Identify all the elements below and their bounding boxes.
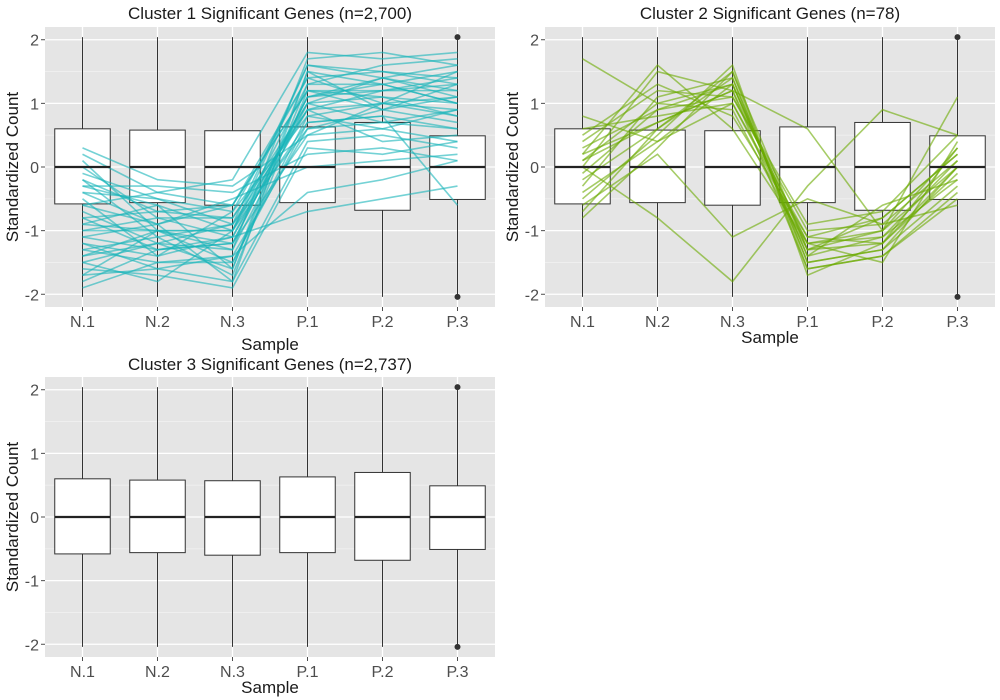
chart-panel-1: -2 -1 0 1 2 N.1 N.2 N.3 P.1 P.2 P.3 Cluster 1 Signi… (3, 4, 495, 354)
outlier-point (454, 293, 461, 300)
y-axis-title: Standardized Count (3, 442, 22, 593)
y-axis-title: Standardized Count (3, 92, 22, 243)
gene-profile-line (581, 64, 959, 264)
y-tick-label: 0 (30, 510, 39, 527)
profile-lines (81, 51, 459, 289)
x-tick-label: P.1 (297, 664, 319, 681)
gene-profile-line (82, 108, 458, 219)
x-tick-label: N.1 (570, 314, 595, 331)
gene-profile-line (82, 96, 458, 264)
box-P.1 (279, 476, 336, 554)
gene-profile-line (582, 96, 959, 232)
gene-profile-line (82, 108, 458, 289)
gene-profile-line (581, 70, 958, 270)
gene-profile-line (582, 153, 958, 238)
x-tick-label: P.3 (947, 314, 969, 331)
gene-profile-line (82, 89, 458, 277)
y-tick-label: -2 (25, 637, 39, 654)
x-tick-label: P.3 (447, 314, 469, 331)
x-tick-label: P.1 (797, 314, 819, 331)
chart-title: Cluster 3 Significant Genes (n=2,737) (128, 355, 412, 374)
gene-profile-line (82, 64, 458, 245)
gene-profile-line (82, 147, 458, 194)
gene-profile-line (582, 89, 959, 233)
y-tick-label: 1 (30, 446, 39, 463)
gene-profile-line (82, 185, 458, 251)
x-tick-label: N.2 (145, 664, 170, 681)
gene-profile-line (82, 76, 458, 226)
gene-profile-line (82, 64, 458, 232)
gene-profile-line (82, 70, 458, 283)
y-tick-label: 0 (30, 160, 39, 177)
outlier-point (454, 34, 461, 41)
gene-profile-line (82, 134, 458, 283)
x-axis-title: Sample (241, 335, 299, 354)
outlier-point (954, 34, 961, 41)
y-tick-label: -1 (25, 224, 39, 241)
x-tick-label: N.1 (70, 664, 95, 681)
outlier-point (954, 293, 961, 300)
y-tick-label: 1 (30, 96, 39, 113)
gene-profile-line (582, 108, 958, 283)
y-tick-label: -1 (25, 574, 39, 591)
profile-lines (581, 58, 959, 283)
y-tick-label: 2 (30, 383, 39, 400)
y-tick-label: -2 (25, 287, 39, 304)
chart-title: Cluster 1 Significant Genes (n=2,700) (128, 4, 412, 23)
x-tick-label: N.3 (220, 314, 245, 331)
gene-profile-line (582, 83, 959, 251)
y-tick-label: 2 (530, 33, 539, 50)
x-tick-label: N.3 (720, 314, 745, 331)
y-tick-label: 1 (530, 96, 539, 113)
y-tick-label: 2 (30, 33, 39, 50)
gene-profile-line (82, 140, 458, 289)
chart-panel-2: -2 -1 0 1 2 N.1 N.2 N.3 P.1 P.2 P.3 Cluster 2 Signi… (503, 4, 995, 347)
gene-profile-line (582, 83, 959, 245)
outlier-point (454, 643, 461, 650)
gene-profile-line (582, 89, 959, 226)
x-tick-label: N.3 (220, 664, 245, 681)
gene-profile-line (82, 108, 458, 264)
y-tick-label: -1 (525, 224, 539, 241)
chart-panel-3: -2 -1 0 1 2 N.1 N.2 N.3 P.1 P.2 P.3 Cluster 3 Signi… (3, 355, 495, 697)
x-axis-title: Sample (241, 678, 299, 697)
outlier-point (454, 384, 461, 391)
y-axis-title: Standardized Count (503, 92, 522, 243)
y-tick-label: -2 (525, 287, 539, 304)
x-axis-title: Sample (741, 328, 799, 347)
box-P.1 (779, 126, 836, 204)
gene-profile-line (82, 51, 458, 206)
x-tick-label: N.1 (70, 314, 95, 331)
x-tick-label: P.2 (372, 664, 394, 681)
gene-profile-line (582, 102, 959, 245)
x-tick-label: P.2 (372, 314, 394, 331)
y-tick-label: 0 (530, 160, 539, 177)
x-tick-label: N.2 (145, 314, 170, 331)
gene-profile-line (581, 70, 959, 270)
x-tick-label: P.3 (447, 664, 469, 681)
chart-title: Cluster 2 Significant Genes (n=78) (640, 4, 900, 23)
x-tick-label: P.1 (297, 314, 319, 331)
x-tick-label: P.2 (872, 314, 894, 331)
x-tick-label: N.2 (645, 314, 670, 331)
